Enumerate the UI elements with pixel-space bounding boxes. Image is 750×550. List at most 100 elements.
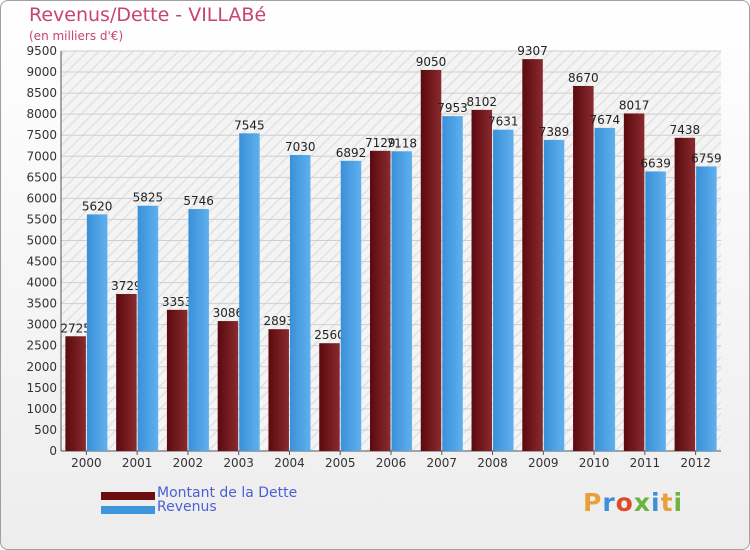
logo-letter: o xyxy=(615,488,634,517)
x-tick-label: 2004 xyxy=(274,456,305,470)
y-tick-label: 9500 xyxy=(26,44,57,58)
value-label: 3086 xyxy=(213,306,244,320)
value-label: 5746 xyxy=(183,194,214,208)
bar-revenus-2007 xyxy=(442,116,463,451)
value-label: 3353 xyxy=(162,295,193,309)
bar-dette-2001 xyxy=(116,293,137,451)
value-label: 7030 xyxy=(285,140,316,154)
value-label: 7118 xyxy=(386,136,417,150)
bar-dette-2009 xyxy=(522,59,543,452)
x-tick-label: 2001 xyxy=(122,456,153,470)
y-tick-label: 9000 xyxy=(26,65,57,79)
bar-dette-2003 xyxy=(217,321,239,451)
logo-letter: r xyxy=(602,488,616,517)
x-tick-label: 2007 xyxy=(426,456,457,470)
bar-revenus-2001 xyxy=(137,205,159,451)
y-tick-label: 4000 xyxy=(26,276,57,290)
bar-revenus-2009 xyxy=(543,139,565,451)
x-tick-label: 2010 xyxy=(579,456,610,470)
bar-revenus-2010 xyxy=(594,127,616,451)
value-label: 2893 xyxy=(263,314,294,328)
y-tick-label: 7500 xyxy=(26,128,57,142)
y-tick-label: 2000 xyxy=(26,360,57,374)
value-label: 7389 xyxy=(539,125,570,139)
value-label: 6759 xyxy=(691,151,722,165)
y-tick-label: 4500 xyxy=(26,255,57,269)
y-tick-label: 8000 xyxy=(26,107,57,121)
bar-revenus-2000 xyxy=(86,214,108,451)
y-tick-label: 5000 xyxy=(26,233,57,247)
y-tick-label: 3500 xyxy=(26,297,57,311)
y-tick-label: 1500 xyxy=(26,381,57,395)
bar-dette-2012 xyxy=(674,137,696,452)
legend-swatch-dette xyxy=(101,492,155,500)
value-label: 7631 xyxy=(488,115,519,129)
legend-swatch-revenus xyxy=(101,506,155,514)
value-label: 3729 xyxy=(111,279,142,293)
bar-dette-2002 xyxy=(166,309,188,451)
x-tick-label: 2000 xyxy=(71,456,102,470)
value-label: 8102 xyxy=(467,95,498,109)
bar-revenus-2003 xyxy=(239,133,260,451)
legend-label-dette: Montant de la Dette xyxy=(157,485,298,501)
bar-revenus-2012 xyxy=(696,166,717,451)
y-tick-label: 2500 xyxy=(26,339,57,353)
value-label: 7438 xyxy=(670,123,701,137)
proxiti-logo: Proxiti xyxy=(583,488,683,517)
bar-dette-2008 xyxy=(471,109,493,451)
bar-revenus-2002 xyxy=(188,209,209,451)
value-label: 9307 xyxy=(517,44,548,58)
bar-dette-2011 xyxy=(623,113,645,451)
logo-letter: i xyxy=(651,488,661,517)
y-tick-label: 3000 xyxy=(26,318,57,332)
x-tick-label: 2003 xyxy=(223,456,254,470)
value-label: 2560 xyxy=(314,328,345,342)
bar-dette-2006 xyxy=(370,150,391,451)
y-tick-label: 1000 xyxy=(26,402,57,416)
bar-revenus-2008 xyxy=(493,129,514,451)
y-tick-label: 7000 xyxy=(26,149,57,163)
bar-revenus-2006 xyxy=(391,151,412,451)
y-tick-label: 500 xyxy=(34,423,57,437)
value-label: 8017 xyxy=(619,98,650,112)
value-label: 9050 xyxy=(416,55,447,69)
value-label: 7129 xyxy=(365,136,396,150)
x-tick-label: 2005 xyxy=(325,456,356,470)
y-tick-label: 6000 xyxy=(26,191,57,205)
y-tick-label: 6500 xyxy=(26,170,57,184)
value-label: 8670 xyxy=(568,71,599,85)
logo-letter: P xyxy=(583,488,603,517)
x-tick-label: 2006 xyxy=(376,456,407,470)
value-label: 7545 xyxy=(234,118,265,132)
value-label: 5620 xyxy=(82,199,113,213)
logo-letter: i xyxy=(673,488,684,517)
logo-letter: t xyxy=(660,488,674,517)
logo-letter: x xyxy=(633,488,651,517)
bar-dette-2005 xyxy=(319,343,340,451)
x-tick-label: 2012 xyxy=(680,456,711,470)
value-label: 2725 xyxy=(60,321,91,335)
y-tick-label: 5500 xyxy=(26,212,57,226)
bar-dette-2004 xyxy=(268,329,289,451)
x-tick-label: 2008 xyxy=(477,456,508,470)
value-label: 7674 xyxy=(590,113,621,127)
chart-title: Revenus/Dette - VILLABé xyxy=(29,4,267,26)
bar-dette-2007 xyxy=(420,69,442,452)
bar-revenus-2005 xyxy=(340,160,362,451)
y-tick-label: 8500 xyxy=(26,86,57,100)
bar-revenus-2004 xyxy=(289,155,311,451)
chart-subtitle: (en milliers d'€) xyxy=(29,29,124,43)
legend-label-revenus: Revenus xyxy=(157,499,217,515)
value-label: 5825 xyxy=(133,191,164,205)
bar-dette-2010 xyxy=(573,85,594,452)
x-tick-label: 2009 xyxy=(528,456,559,470)
value-label: 6639 xyxy=(640,156,671,170)
value-label: 7953 xyxy=(437,101,468,115)
y-tick-label: 0 xyxy=(49,444,57,458)
x-tick-label: 2011 xyxy=(630,456,661,470)
bar-dette-2000 xyxy=(65,336,86,451)
bar-revenus-2011 xyxy=(645,171,666,451)
value-label: 6892 xyxy=(336,146,367,160)
